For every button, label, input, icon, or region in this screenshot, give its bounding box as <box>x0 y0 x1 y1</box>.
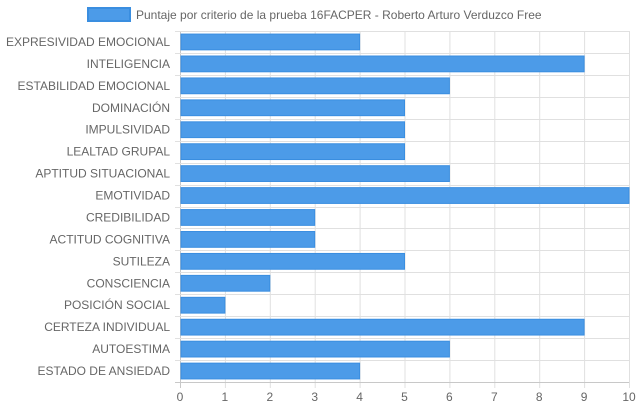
category-label: IMPULSIVIDAD <box>85 123 170 137</box>
bars <box>180 33 630 380</box>
bar[interactable] <box>180 33 361 51</box>
category-label: DOMINACIÓN <box>92 100 170 115</box>
bar[interactable] <box>180 340 450 358</box>
x-tick-label: 5 <box>401 390 408 404</box>
chart-legend[interactable]: Puntaje por criterio de la prueba 16FACP… <box>87 7 542 22</box>
category-label: EXPRESIVIDAD EMOCIONAL <box>6 35 170 49</box>
bar[interactable] <box>180 296 226 314</box>
category-label: EMOTIVIDAD <box>95 189 170 203</box>
x-tick-label: 9 <box>581 390 588 404</box>
category-label: SUTILEZA <box>113 254 170 268</box>
bar[interactable] <box>180 209 316 226</box>
bar[interactable] <box>180 165 450 182</box>
category-label: POSICIÓN SOCIAL <box>64 297 170 312</box>
bar[interactable] <box>180 143 405 161</box>
x-tick-label: 1 <box>222 390 229 404</box>
x-tick-label: 4 <box>356 390 363 404</box>
legend-swatch <box>87 7 131 22</box>
bar[interactable] <box>180 252 405 270</box>
x-tick-label: 2 <box>266 390 273 404</box>
x-tick-label: 0 <box>177 390 184 404</box>
bar[interactable] <box>180 318 585 336</box>
category-label: APTITUD SITUACIONAL <box>35 167 170 181</box>
category-label: CONSCIENCIA <box>87 276 170 290</box>
category-label: INTELIGENCIA <box>87 57 170 71</box>
x-tick-label: 6 <box>446 390 453 404</box>
category-label: ESTABILIDAD EMOCIONAL <box>18 79 171 93</box>
category-label: CREDIBILIDAD <box>86 210 170 224</box>
bar[interactable] <box>180 121 405 139</box>
bar[interactable] <box>180 231 316 248</box>
category-label: ACTITUD COGNITIVA <box>50 232 170 246</box>
bar[interactable] <box>180 187 630 204</box>
category-label: ESTADO DE ANSIEDAD <box>38 364 171 378</box>
x-tick-label: 3 <box>311 390 318 404</box>
bar[interactable] <box>180 274 271 292</box>
category-label: LEALTAD GRUPAL <box>67 145 171 159</box>
bar[interactable] <box>180 77 450 95</box>
bar[interactable] <box>180 55 585 73</box>
x-tick-label: 8 <box>536 390 543 404</box>
x-tick-label: 10 <box>622 390 636 404</box>
bar[interactable] <box>180 362 361 380</box>
category-label: CERTEZA INDIVIDUAL <box>44 320 170 334</box>
bar[interactable] <box>180 99 405 117</box>
x-tick-labels: 0 1 2 3 4 5 6 7 8 9 10 <box>177 390 636 404</box>
category-label: AUTOESTIMA <box>92 342 170 356</box>
x-tick-label: 7 <box>491 390 498 404</box>
legend-label: Puntaje por criterio de la prueba 16FACP… <box>136 8 542 22</box>
category-labels: EXPRESIVIDAD EMOCIONAL INTELIGENCIA ESTABI… <box>6 35 170 378</box>
